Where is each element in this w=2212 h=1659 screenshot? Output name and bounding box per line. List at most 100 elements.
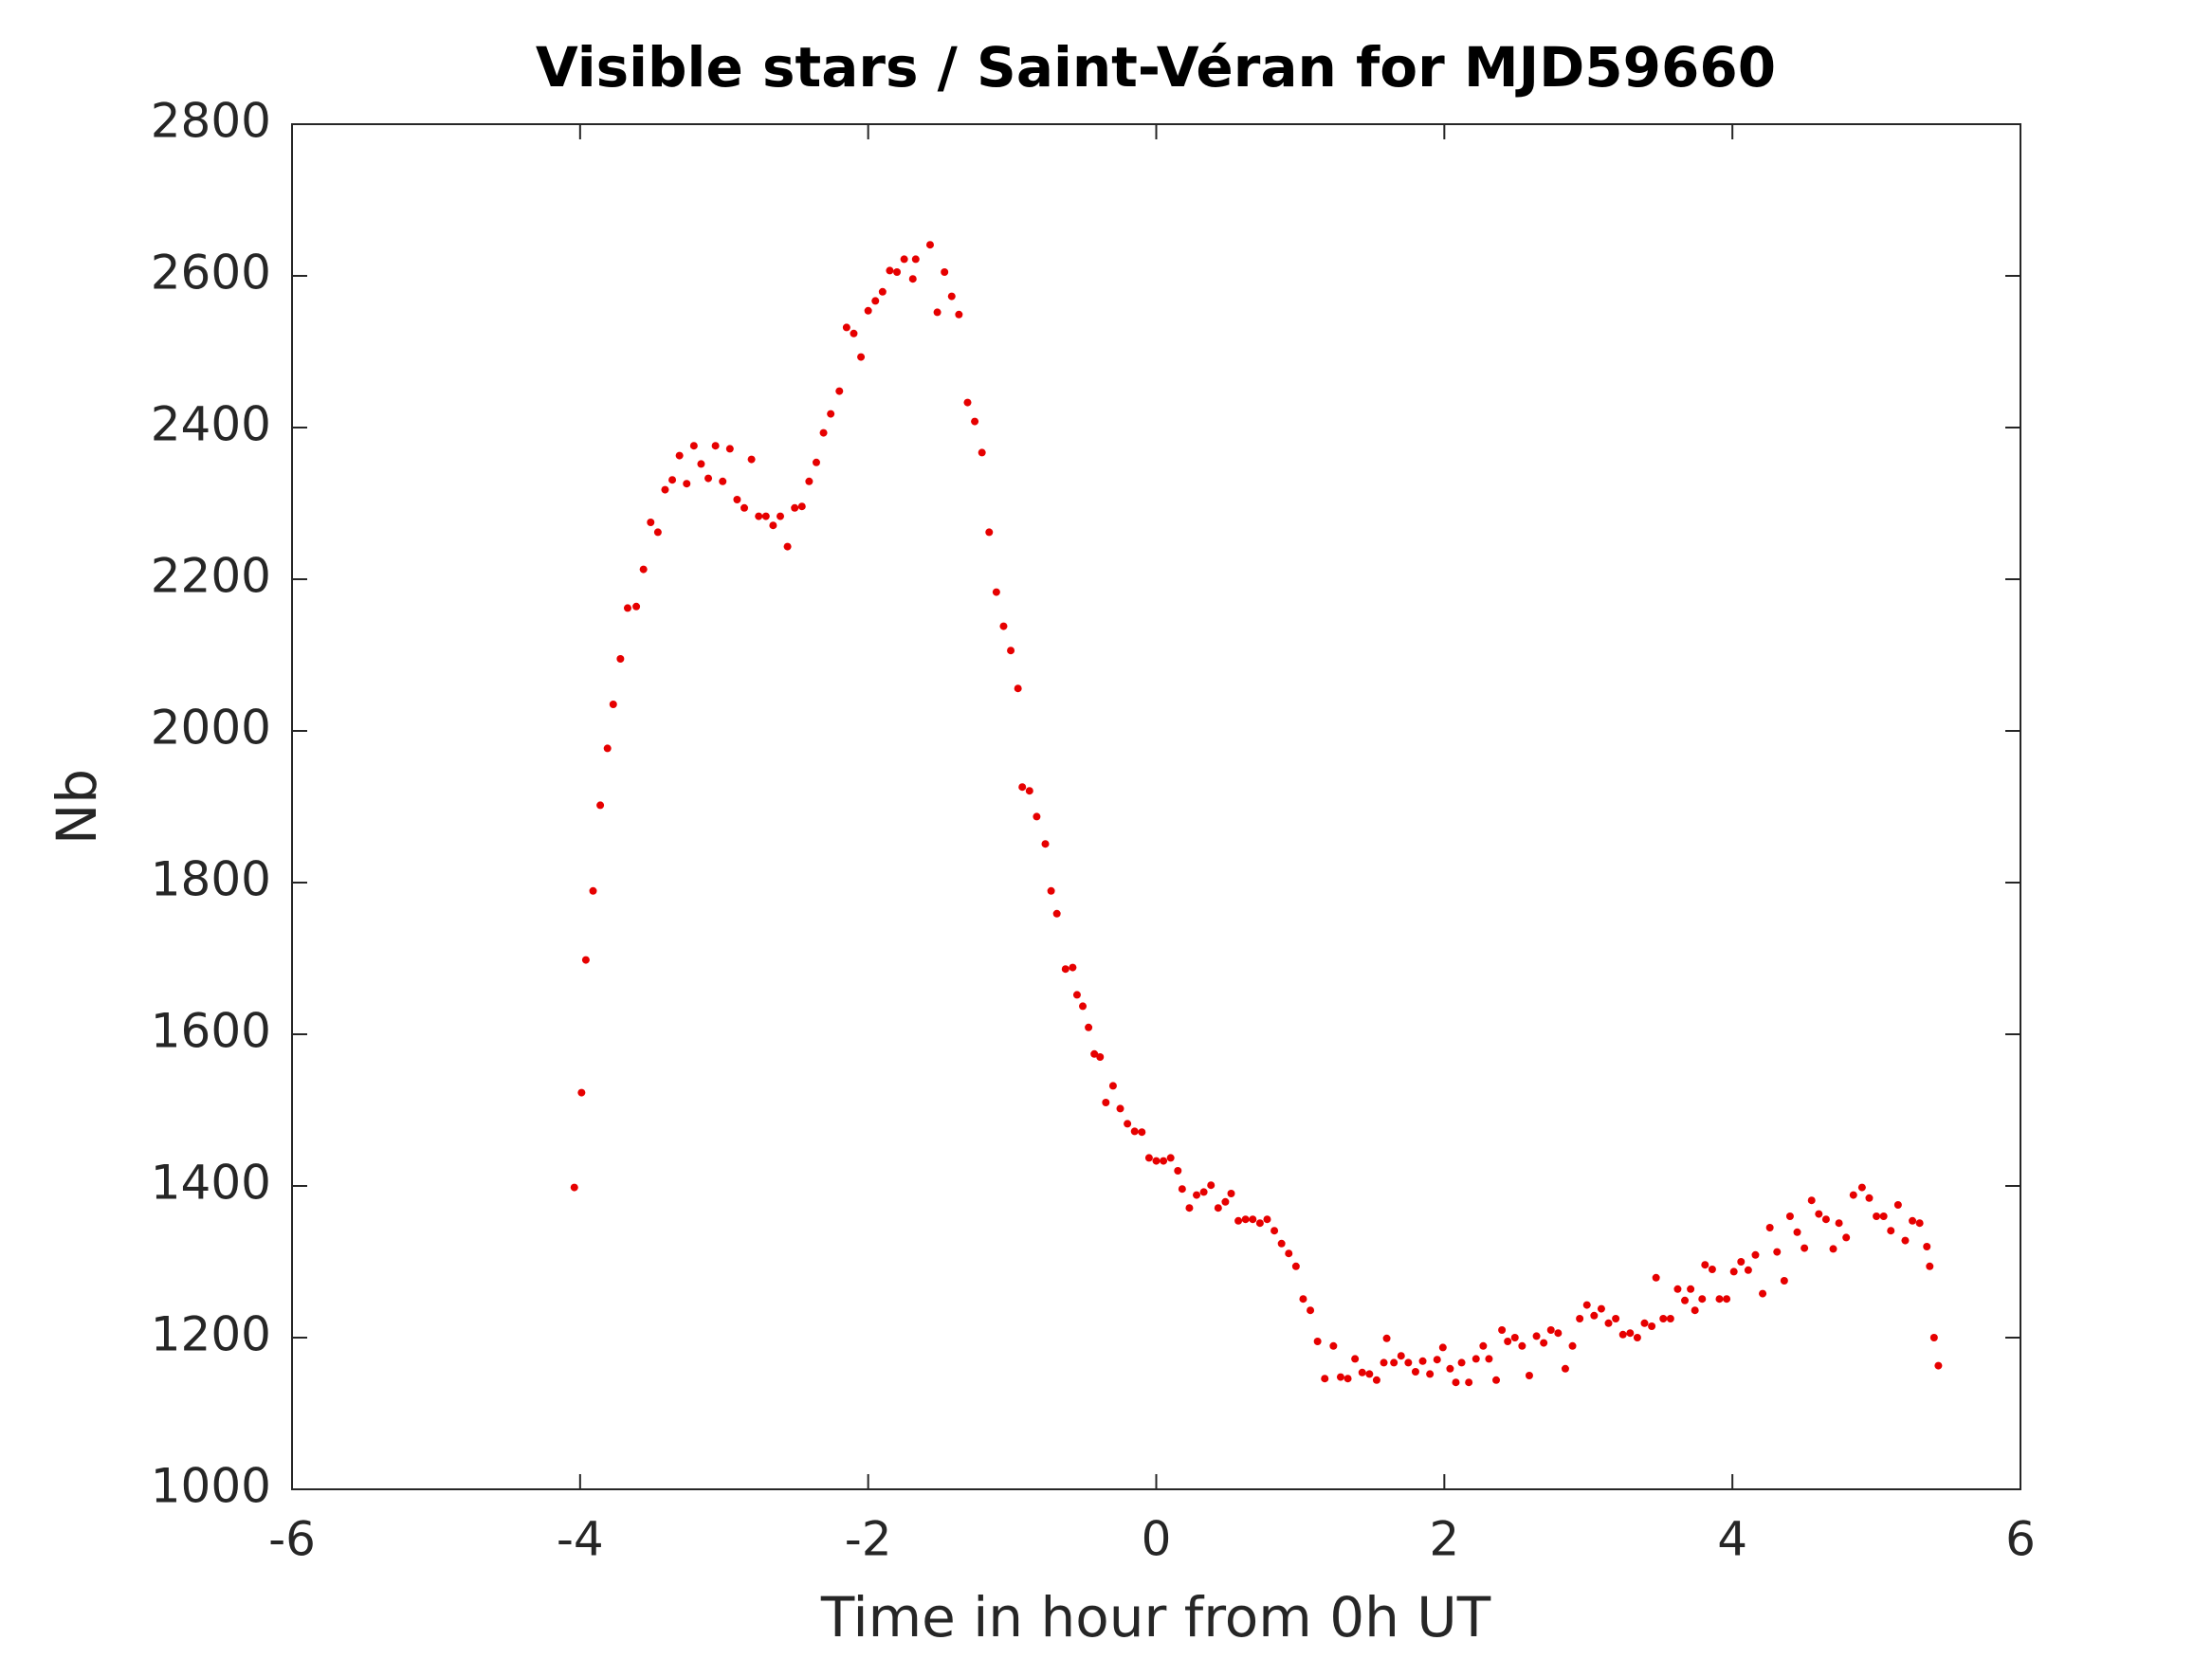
- data-point: [1130, 1127, 1139, 1136]
- data-point: [1590, 1311, 1599, 1320]
- data-point: [1773, 1248, 1782, 1256]
- data-point: [1759, 1289, 1767, 1298]
- data-point: [842, 323, 850, 332]
- data-point: [812, 458, 820, 466]
- data-point: [1532, 1332, 1541, 1340]
- data-point: [1096, 1053, 1105, 1061]
- data-point: [1404, 1358, 1413, 1367]
- data-point: [1255, 1219, 1264, 1228]
- data-point: [911, 255, 920, 264]
- data-point: [893, 268, 902, 276]
- data-point: [1835, 1219, 1843, 1228]
- data-point: [1446, 1364, 1454, 1373]
- data-point: [941, 268, 949, 276]
- data-point: [797, 502, 806, 511]
- y-axis-label: Nb: [45, 769, 109, 845]
- data-point: [1090, 1049, 1099, 1058]
- data-point: [1313, 1338, 1322, 1345]
- data-point: [1865, 1194, 1874, 1202]
- data-point: [1504, 1338, 1512, 1345]
- data-point: [1221, 1197, 1230, 1206]
- data-point: [886, 266, 894, 275]
- data-point: [755, 512, 763, 520]
- data-point: [1249, 1215, 1257, 1224]
- data-point: [1307, 1306, 1315, 1315]
- data-point: [1801, 1244, 1809, 1252]
- data-point: [1263, 1215, 1271, 1224]
- data-point: [1418, 1357, 1427, 1365]
- data-point: [689, 442, 698, 450]
- data-point: [603, 744, 612, 753]
- data-point: [864, 306, 872, 315]
- data-point: [1829, 1245, 1837, 1253]
- data-point: [791, 503, 799, 512]
- data-point: [1079, 1002, 1088, 1011]
- data-point: [783, 542, 792, 551]
- data-point: [871, 297, 880, 305]
- data-point: [1525, 1372, 1533, 1379]
- data-point: [1618, 1330, 1627, 1339]
- data-point: [819, 428, 828, 437]
- data-point: [1815, 1210, 1823, 1218]
- data-point: [1604, 1319, 1613, 1327]
- y-tick-label: 2600: [151, 246, 271, 301]
- data-point: [1193, 1191, 1201, 1199]
- data-point: [1554, 1329, 1563, 1338]
- x-tick-label: -4: [557, 1512, 604, 1567]
- data-point: [1612, 1315, 1620, 1322]
- data-point: [971, 417, 979, 426]
- data-point: [1780, 1277, 1788, 1285]
- data-point: [581, 956, 590, 964]
- data-point: [1659, 1315, 1668, 1322]
- data-point: [1033, 812, 1041, 821]
- data-point: [1234, 1216, 1243, 1225]
- data-point: [675, 451, 684, 460]
- data-point: [900, 255, 908, 264]
- data-point: [1285, 1249, 1293, 1258]
- data-point: [850, 329, 858, 337]
- data-point: [1698, 1295, 1707, 1304]
- data-point: [1144, 1154, 1153, 1162]
- data-point: [1438, 1343, 1447, 1352]
- data-point: [1597, 1304, 1605, 1313]
- data-point: [1576, 1315, 1584, 1322]
- data-point: [1271, 1227, 1279, 1235]
- data-point: [835, 387, 844, 395]
- data-point: [1887, 1227, 1895, 1235]
- data-point: [697, 460, 705, 468]
- data-point: [1472, 1355, 1480, 1363]
- data-point: [1390, 1358, 1398, 1367]
- data-point: [1691, 1306, 1699, 1315]
- data-point: [1893, 1201, 1902, 1209]
- data-point: [1365, 1370, 1374, 1378]
- data-point: [1041, 840, 1050, 848]
- x-tick-label: -2: [845, 1512, 892, 1567]
- data-point: [719, 477, 727, 485]
- data-point: [1426, 1370, 1435, 1378]
- data-point: [1052, 909, 1061, 918]
- data-point: [609, 701, 617, 708]
- data-point: [1879, 1212, 1888, 1220]
- data-point: [1061, 965, 1069, 974]
- data-point: [589, 886, 597, 895]
- data-point: [1640, 1319, 1649, 1327]
- data-point: [1382, 1334, 1391, 1342]
- data-point: [1380, 1358, 1388, 1367]
- data-point: [570, 1183, 578, 1192]
- data-point: [1485, 1355, 1493, 1363]
- data-point: [668, 476, 677, 484]
- data-point: [1174, 1167, 1182, 1175]
- data-point: [1687, 1285, 1695, 1293]
- data-point: [1901, 1236, 1910, 1245]
- data-point: [1336, 1373, 1344, 1381]
- data-point: [761, 512, 770, 520]
- y-tick-label: 2400: [151, 397, 271, 452]
- y-tick-label: 2200: [151, 549, 271, 604]
- data-point: [955, 310, 963, 319]
- data-point: [1358, 1368, 1366, 1376]
- data-point: [1873, 1212, 1881, 1220]
- data-point: [985, 528, 994, 537]
- data-point: [1299, 1295, 1307, 1304]
- data-point: [1047, 886, 1055, 895]
